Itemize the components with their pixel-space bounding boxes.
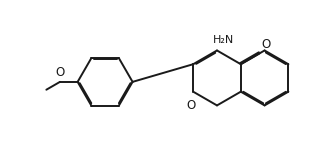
Text: O: O [55,66,64,79]
Text: O: O [262,38,271,51]
Text: O: O [187,99,196,112]
Text: H₂N: H₂N [213,34,234,45]
